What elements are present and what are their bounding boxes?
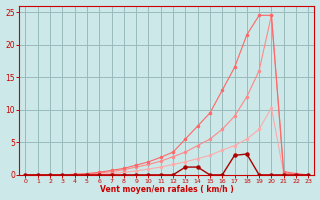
X-axis label: Vent moyen/en rafales ( km/h ): Vent moyen/en rafales ( km/h ): [100, 185, 234, 194]
